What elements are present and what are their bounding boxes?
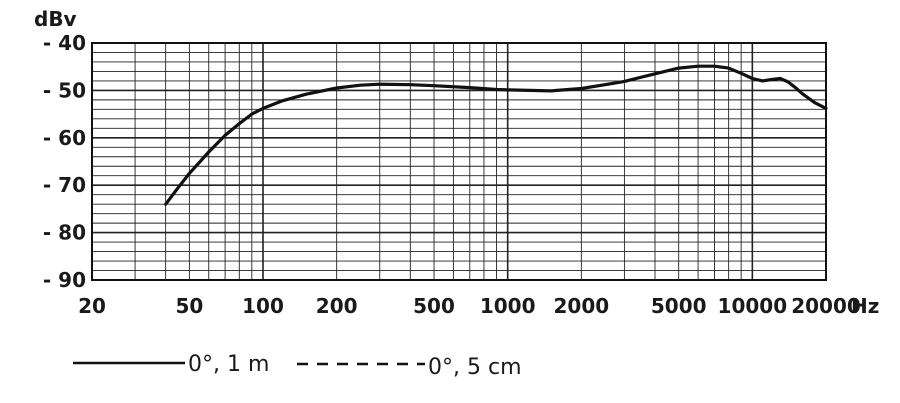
x-tick-label: 20000 bbox=[791, 294, 861, 318]
y-tick-label: - 40 bbox=[43, 31, 86, 55]
y-tick-label: - 70 bbox=[43, 173, 86, 197]
x-tick-label: 10000 bbox=[718, 294, 788, 318]
x-axis-ticks: 20 50 100 200 500 1000 2000 5000 10000 20000 bbox=[78, 294, 861, 318]
y-tick-label: - 50 bbox=[43, 78, 86, 102]
x-tick-label: 50 bbox=[175, 294, 203, 318]
x-tick-label: 20 bbox=[78, 294, 106, 318]
chart-grid bbox=[91, 42, 827, 281]
y-tick-label: - 60 bbox=[43, 126, 86, 150]
x-axis-unit: Hz bbox=[851, 294, 879, 318]
plot-frame bbox=[91, 42, 827, 281]
y-axis-label: dBv bbox=[34, 7, 77, 31]
x-tick-label: 100 bbox=[242, 294, 284, 318]
x-tick-label: 500 bbox=[413, 294, 455, 318]
y-tick-label: - 90 bbox=[43, 268, 86, 292]
series-group bbox=[164, 64, 828, 206]
x-tick-label: 5000 bbox=[651, 294, 707, 318]
legend-item-label: 0°, 5 cm bbox=[428, 355, 522, 380]
series-line bbox=[164, 64, 828, 206]
y-axis-ticks: - 40 - 50 - 60 - 70 - 80 - 90 bbox=[43, 31, 86, 292]
x-tick-label: 2000 bbox=[553, 294, 609, 318]
legend: 0°, 1 m 0°, 5 cm bbox=[73, 352, 522, 380]
x-tick-label: 1000 bbox=[480, 294, 536, 318]
y-tick-label: - 80 bbox=[43, 221, 86, 245]
x-tick-label: 200 bbox=[316, 294, 358, 318]
legend-item-label: 0°, 1 m bbox=[188, 352, 269, 377]
